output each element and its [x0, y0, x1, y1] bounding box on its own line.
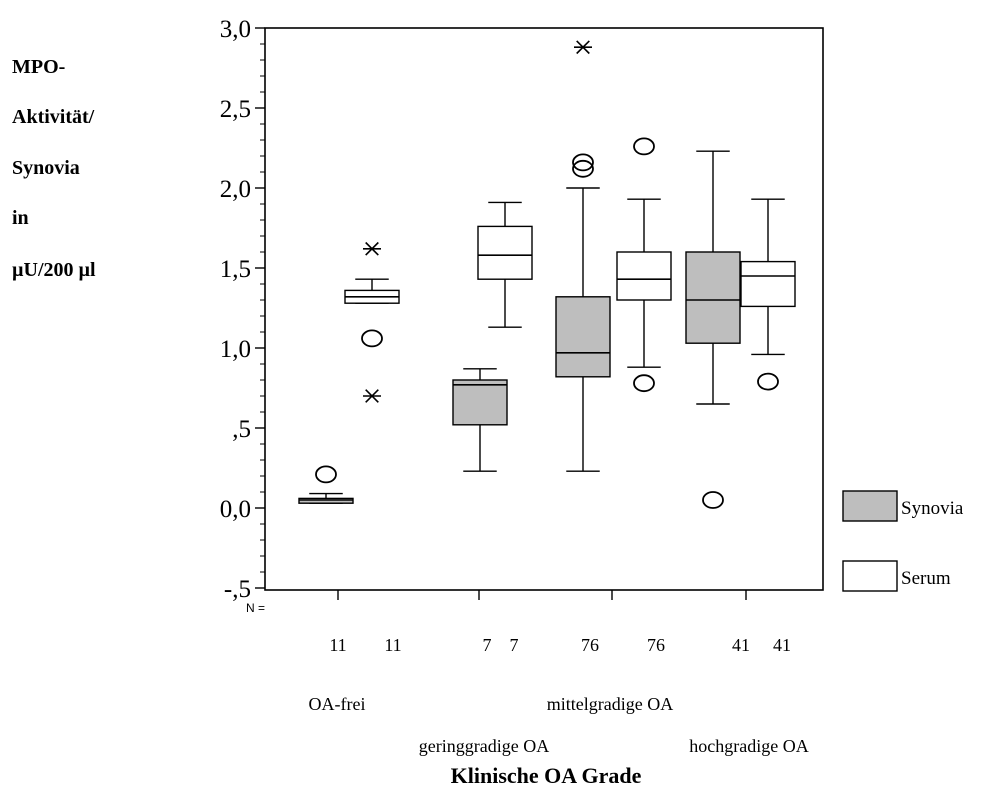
legend-label-serum: Serum	[901, 568, 951, 589]
y-tick-label-4: 1,0	[220, 336, 251, 363]
y-axis-label: MPO- Aktivität/ Synovia in µU/200 µl	[12, 56, 96, 281]
y-tick-label-5: ,5	[232, 416, 251, 443]
category-label-1: OA-frei	[309, 694, 366, 714]
y-axis-label-line-3: Synovia	[12, 157, 80, 179]
y-axis-label-line-1: MPO-	[12, 56, 65, 78]
plot-frame	[264, 27, 824, 591]
box-synovia-4	[685, 150, 741, 509]
outlier-circle-1	[572, 159, 594, 178]
n-count-synovia-3: 76	[581, 635, 599, 655]
extreme-asterisk-1	[363, 241, 381, 256]
n-count-synovia-1: 11	[329, 635, 346, 655]
y-tick-label-0: 3,0	[220, 16, 251, 43]
legend-swatch-synovia	[842, 490, 898, 522]
x-axis-ticks	[337, 590, 747, 600]
extreme-asterisk-1	[574, 40, 592, 55]
n-counts: N = 11 7 76 41 11 7 76 41	[246, 601, 791, 655]
outlier-circle-1	[757, 372, 779, 391]
box-synovia-1	[298, 465, 354, 504]
y-axis-ticks: 3,0 2,5 2,0 1,5 1,0 ,5 0,0 -,5	[220, 16, 265, 603]
outlier-circle-1	[702, 491, 724, 509]
legend: Synovia Serum	[842, 490, 964, 592]
box-iqr	[740, 260, 796, 308]
category-labels: OA-frei geringgradige OA mittelgradige OA h…	[309, 694, 809, 756]
n-count-synovia-4: 41	[732, 635, 750, 655]
x-axis-title: Klinische OA Grade	[451, 763, 642, 788]
box-serum-1	[344, 241, 400, 403]
n-count-serum-2: 7	[510, 635, 519, 655]
outlier-circle-2	[633, 137, 655, 156]
asterisk-stroke-d2	[365, 389, 379, 403]
category-label-2: geringgradige OA	[419, 736, 549, 756]
box-serum-3	[616, 137, 672, 393]
box-synovia-3	[555, 40, 611, 472]
asterisk-stroke-d2	[576, 40, 590, 55]
category-label-3: mittelgradige OA	[547, 694, 673, 714]
n-count-synovia-2: 7	[483, 635, 492, 655]
y-tick-label-1: 2,5	[220, 96, 251, 123]
outlier-circle-2	[572, 153, 594, 172]
box-iqr	[555, 296, 611, 378]
box-iqr	[616, 251, 672, 301]
y-axis-label-line-4: in	[12, 207, 29, 229]
box-groups	[298, 40, 796, 509]
n-prefix: N =	[246, 601, 265, 615]
box-synovia-2	[452, 368, 508, 472]
n-count-serum-3: 76	[647, 635, 665, 655]
outlier-circle-1	[361, 329, 383, 348]
outlier-circle-1	[315, 465, 337, 484]
y-tick-label-3: 1,5	[220, 256, 251, 283]
n-count-serum-4: 41	[773, 635, 791, 655]
outlier-circle-1	[633, 374, 655, 393]
box-serum-2	[477, 201, 533, 328]
y-tick-label-6: 0,0	[220, 496, 251, 523]
box-serum-4	[740, 198, 796, 391]
legend-swatch-serum	[842, 560, 898, 592]
box-iqr	[452, 379, 508, 426]
box-iqr	[477, 225, 533, 280]
y-tick-label-2: 2,0	[220, 176, 251, 203]
category-label-4: hochgradige OA	[689, 736, 808, 756]
y-tick-label-7: -,5	[224, 576, 251, 603]
n-count-serum-1: 11	[384, 635, 401, 655]
y-axis-label-line-2: Aktivität/	[12, 106, 95, 128]
asterisk-stroke-d2	[365, 241, 379, 256]
box-iqr	[685, 251, 741, 344]
legend-label-synovia: Synovia	[901, 498, 964, 519]
extreme-asterisk-2	[363, 389, 381, 403]
y-axis-label-line-5: µU/200 µl	[12, 259, 96, 281]
